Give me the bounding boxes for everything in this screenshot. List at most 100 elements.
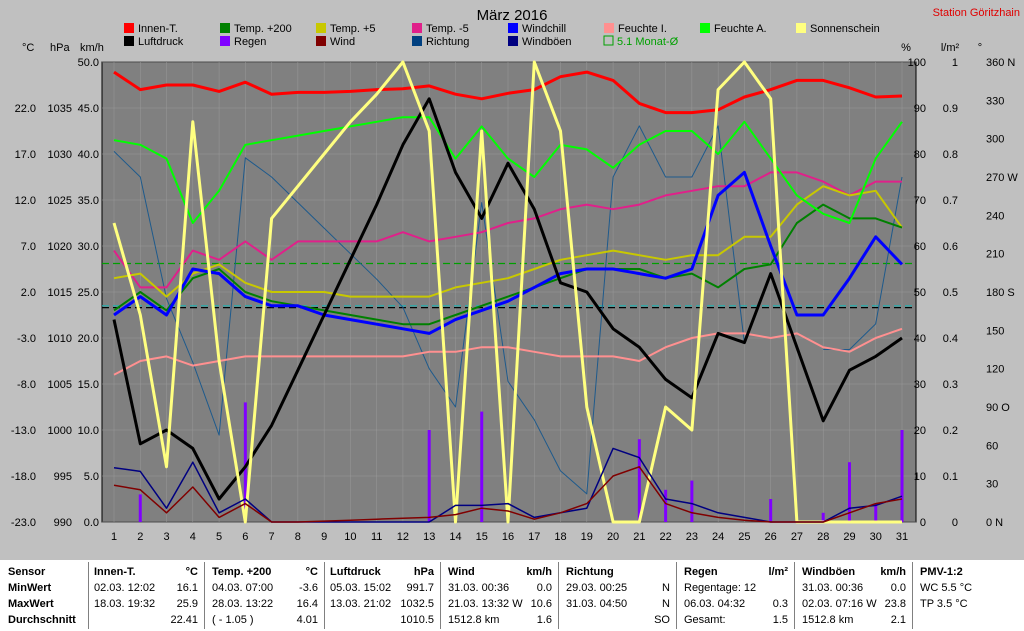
unit-kmh: km/h — [80, 42, 104, 54]
temp-avg-note: ( - 1.05 ) — [212, 614, 254, 626]
richt-title: Richtung — [566, 566, 614, 578]
legend-swatch — [220, 23, 230, 33]
tick-day: 21 — [633, 531, 645, 543]
tick-dir: 0 N — [986, 517, 1003, 529]
regen-total: 1.5 — [772, 614, 788, 626]
tick-rain: 0.4 — [943, 333, 958, 345]
temp-min-time: 04.03. 07:00 — [212, 582, 274, 594]
tick-day: 13 — [423, 531, 435, 543]
luft-min-value: 991.7 — [406, 582, 434, 594]
tick-hpa: 1015 — [48, 287, 72, 299]
legend-label: Wind — [330, 36, 355, 48]
legend-swatch — [124, 23, 134, 33]
legend-swatch — [412, 23, 422, 33]
innen-min-value: 16.1 — [176, 582, 198, 594]
luft-min-time: 05.03. 15:02 — [330, 582, 392, 594]
tick-day: 17 — [528, 531, 540, 543]
series-line — [113, 185, 903, 298]
legend-swatch — [316, 36, 326, 46]
legend-label: 5.1 Monat-Ø — [617, 36, 679, 48]
regen-unit: l/m² — [768, 566, 788, 578]
tick-temp: -13.0 — [11, 425, 36, 437]
series-line — [112, 60, 902, 524]
tick-day: 14 — [449, 531, 461, 543]
tick-day: 30 — [870, 531, 882, 543]
series-line — [113, 203, 903, 326]
series-line — [113, 70, 903, 115]
tick-hpa: 1025 — [48, 195, 72, 207]
legend-label: Regen — [234, 36, 266, 48]
rain-bar — [480, 411, 484, 522]
tick-hpa: 995 — [54, 471, 72, 483]
pmv-title: PMV-1:2 — [920, 566, 963, 578]
stats-richtung: Richtung 29.03. 00:25 N 31.03. 04:50 N SO — [566, 564, 670, 628]
legend-swatch — [412, 36, 422, 46]
tick-day: 5 — [216, 531, 222, 543]
stats-innen: Innen-T. °C 02.03. 12:02 16.1 18.03. 19:32… — [94, 564, 198, 628]
luft-avg: 1010.5 — [400, 614, 434, 626]
series-line — [113, 466, 903, 523]
stats-luftdruck: Luftdruck hPa 05.03. 15:02 991.7 13.03. 21… — [330, 564, 434, 628]
tick-day: 10 — [344, 531, 356, 543]
innen-title: Innen-T. — [94, 566, 136, 578]
rain-bar — [900, 430, 904, 522]
richt-min-time: 29.03. 00:25 — [566, 582, 628, 594]
legend-label: Temp. +200 — [234, 23, 292, 35]
rain-bar — [690, 480, 694, 522]
unit-temp: °C — [22, 42, 34, 54]
tick-pct: 30 — [914, 379, 926, 391]
series-line — [113, 327, 903, 376]
wind-avg: 1.6 — [536, 614, 552, 626]
rain-bar — [427, 430, 431, 522]
legend-label: Luftdruck — [138, 36, 184, 48]
stats-windboen: Windböen km/h 31.03. 00:36 0.0 02.03. 07:1… — [802, 564, 906, 628]
legend-swatch — [604, 23, 614, 33]
tick-temp: -18.0 — [11, 471, 36, 483]
tick-temp: 12.0 — [15, 195, 36, 207]
legend-label: Sonnenschein — [810, 23, 880, 35]
tick-temp: 7.0 — [21, 241, 36, 253]
tick-rain: 0.2 — [943, 425, 958, 437]
tick-day: 29 — [843, 531, 855, 543]
tick-temp: -8.0 — [17, 379, 36, 391]
tick-dir: 30 — [986, 479, 998, 491]
weather-chart: März 2016 Station Göritzhain °C hPa km/h% l/m… — [10, 7, 1020, 543]
tick-pct: 60 — [914, 241, 926, 253]
legend-swatch — [796, 23, 806, 33]
boen-max-time: 02.03. 07:16 W — [802, 598, 877, 610]
regen-max-time: 06.03. 04:32 — [684, 598, 746, 610]
wind-max-value: 10.6 — [530, 598, 552, 610]
unit-rain: l/m² — [941, 42, 960, 54]
tick-day: 3 — [163, 531, 169, 543]
tick-rain: 0.7 — [943, 195, 958, 207]
tick-day: 28 — [817, 531, 829, 543]
legend-swatch — [316, 23, 326, 33]
tick-kmh: 20.0 — [78, 333, 99, 345]
station-name: Station Göritzhain — [933, 7, 1020, 19]
wind-max-time: 21.03. 13:32 W — [448, 598, 523, 610]
innen-avg: 22.41 — [170, 614, 198, 626]
legend-swatch — [508, 23, 518, 33]
tick-day: 24 — [712, 531, 724, 543]
series-line — [113, 170, 904, 335]
rain-bar — [821, 512, 825, 522]
wind-min-value: 0.0 — [536, 582, 552, 594]
tick-day: 18 — [554, 531, 566, 543]
series-line — [113, 116, 903, 224]
tick-kmh: 35.0 — [78, 195, 99, 207]
tick-dir: 120 — [986, 364, 1004, 376]
boen-min-time: 31.03. 00:36 — [802, 582, 864, 594]
rain-bar — [847, 462, 851, 522]
tick-pct: 80 — [914, 149, 926, 161]
innen-unit: °C — [185, 566, 198, 578]
label-sensor: Sensor — [8, 566, 46, 578]
luft-max-value: 1032.5 — [400, 598, 434, 610]
wind-title: Wind — [448, 566, 475, 578]
tick-kmh: 40.0 — [78, 149, 99, 161]
boen-title: Windböen — [802, 566, 856, 578]
tick-hpa: 1005 — [48, 379, 72, 391]
tick-dir: 90 O — [986, 402, 1010, 414]
tick-dir: 300 — [986, 134, 1004, 146]
tick-pct: 100 — [908, 57, 926, 69]
tick-rain: 0.3 — [943, 379, 958, 391]
